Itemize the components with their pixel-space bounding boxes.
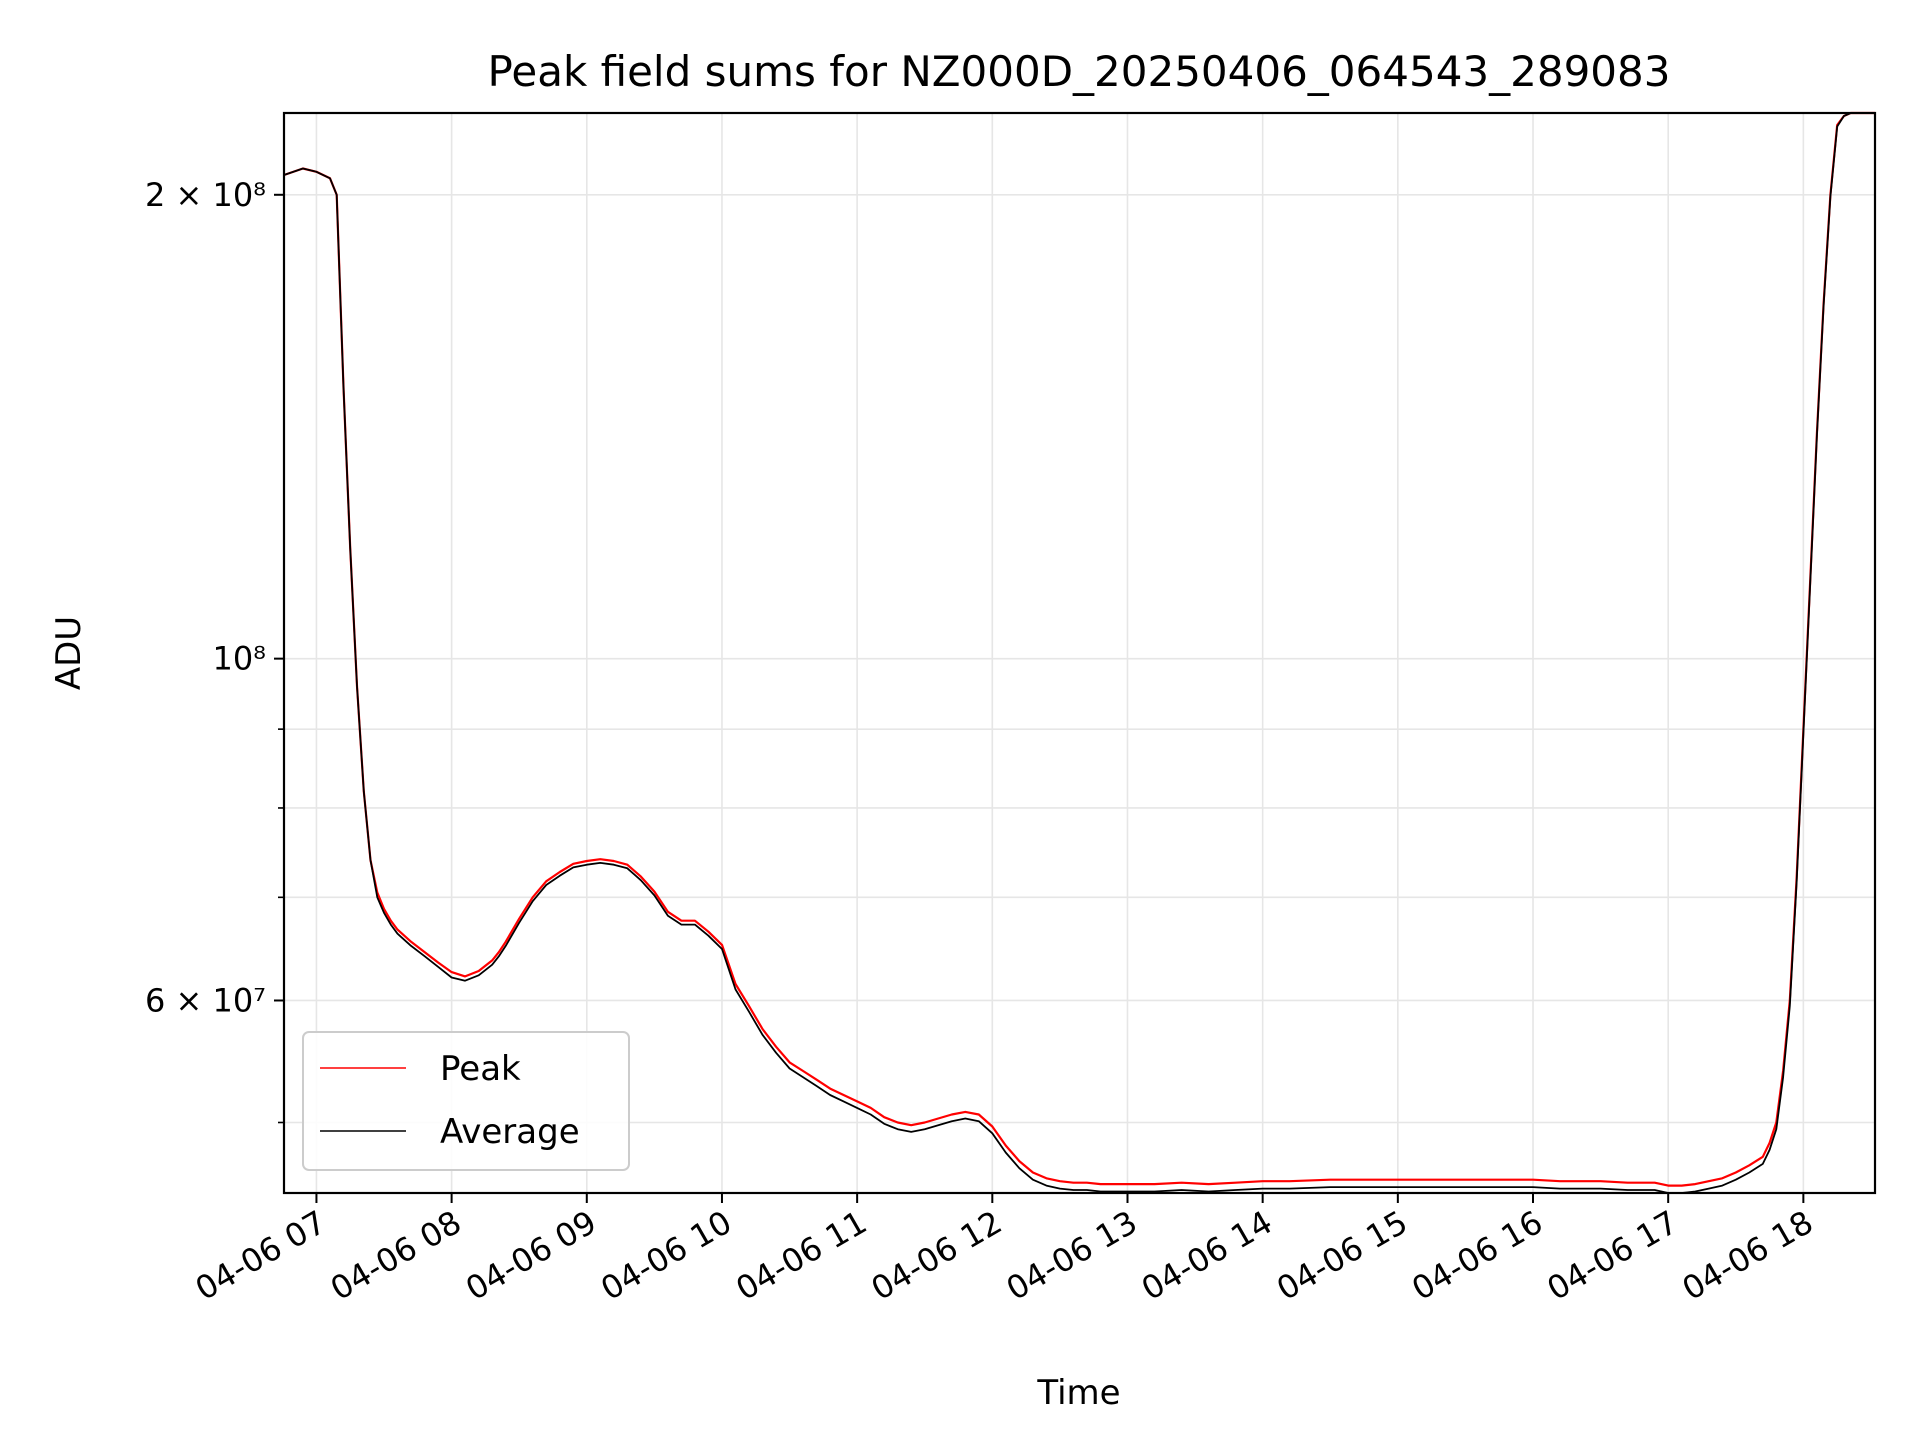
x-axis-label: Time bbox=[1036, 1373, 1120, 1413]
chart-title: Peak field sums for NZ000D_20250406_0645… bbox=[488, 47, 1671, 96]
legend: Peak Average bbox=[302, 1031, 630, 1171]
y-tick-label: 10⁸ bbox=[212, 640, 266, 678]
plot-frame bbox=[282, 111, 1877, 1195]
series-layer bbox=[283, 111, 1875, 1194]
series-line-peak bbox=[283, 111, 1875, 1187]
y-tick-label: 2 × 10⁸ bbox=[145, 176, 266, 214]
y-axis-label: ADU bbox=[49, 616, 89, 690]
series-line-average bbox=[283, 112, 1875, 1194]
grid bbox=[284, 113, 1875, 1193]
legend-label-peak: Peak bbox=[440, 1049, 521, 1089]
y-tick-label: 6 × 10⁷ bbox=[145, 981, 266, 1019]
legend-label-average: Average bbox=[440, 1112, 580, 1152]
legend-box bbox=[302, 1031, 630, 1171]
